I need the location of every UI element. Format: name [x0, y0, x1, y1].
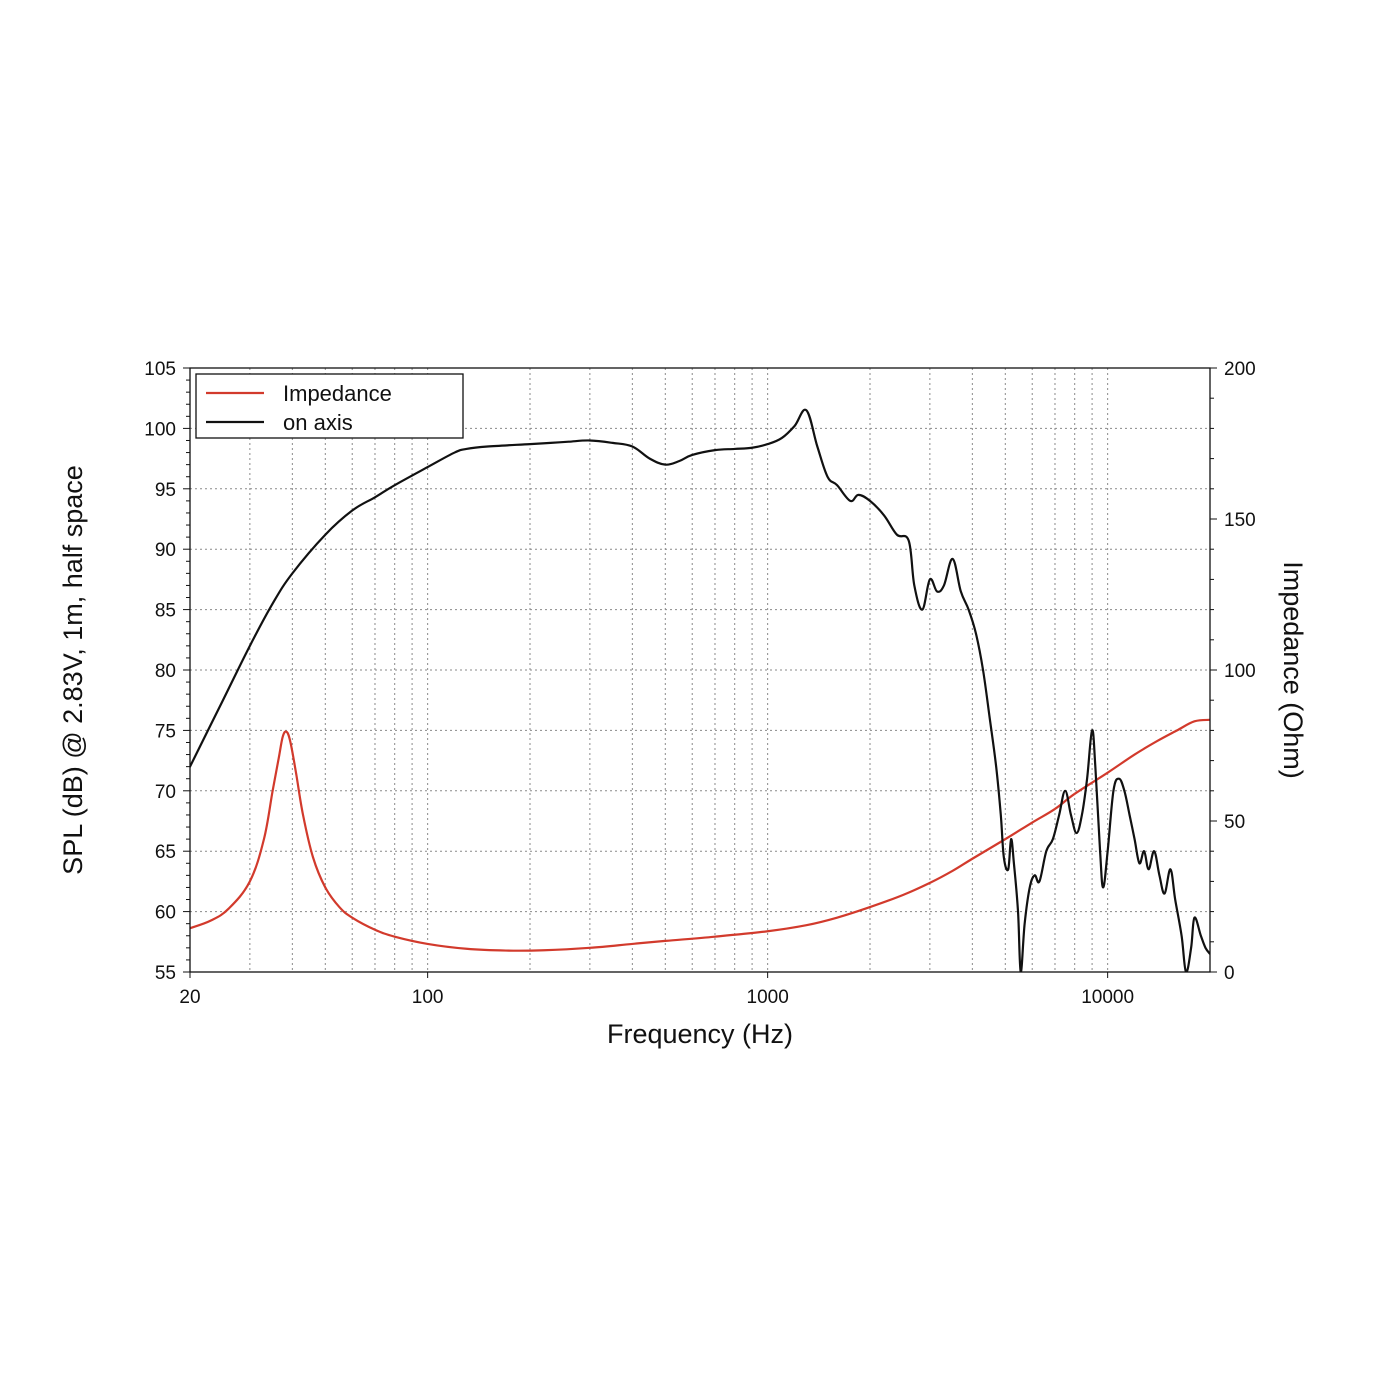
y-tick-label-right: 50: [1224, 812, 1245, 833]
y-tick-label-left: 60: [155, 903, 176, 924]
y-tick-label-left: 95: [155, 480, 176, 501]
y-tick-label-right: 150: [1224, 510, 1256, 531]
y-tick-label-left: 80: [155, 661, 176, 682]
series-lines: [190, 408, 1210, 972]
axis-ticks: [183, 367, 1217, 978]
legend-label-impedance: Impedance: [283, 381, 392, 406]
x-axis-title: Frequency (Hz): [607, 1019, 793, 1049]
y-tick-label-right: 100: [1224, 661, 1256, 682]
tick-labels: 55 60 65 70 75 80 85 90 95 100 105 0 50 100 150 200 20 10…: [144, 359, 1255, 1008]
x-tick-label: 20: [179, 987, 200, 1008]
y-tick-label-left: 55: [155, 963, 176, 984]
y-axis-right-title: Impedance (Ohm): [1278, 561, 1308, 779]
y-tick-label-right: 0: [1224, 963, 1235, 984]
series-line-impedance: [190, 718, 1210, 952]
y-tick-label-left: 70: [155, 782, 176, 803]
y-tick-label-left: 85: [155, 601, 176, 622]
y-tick-label-left: 90: [155, 540, 176, 561]
x-tick-label: 100: [412, 987, 444, 1008]
y-tick-label-left: 75: [155, 721, 176, 742]
y-tick-label-left: 65: [155, 842, 176, 863]
y-tick-label-right: 200: [1224, 359, 1256, 380]
legend-box: [195, 373, 464, 439]
y-tick-label-left: 105: [144, 359, 176, 380]
x-tick-label: 1000: [747, 987, 789, 1008]
series-line-on-axis: [190, 408, 1210, 972]
y-axis-left-title: SPL (dB) @ 2.83V, 1m, half space: [58, 465, 88, 875]
y-tick-label-left: 100: [144, 419, 176, 440]
x-tick-label: 10000: [1081, 987, 1134, 1008]
legend: Impedance on axis: [195, 373, 464, 439]
grid-lines: [190, 368, 1210, 972]
legend-label-on-axis: on axis: [283, 410, 353, 435]
